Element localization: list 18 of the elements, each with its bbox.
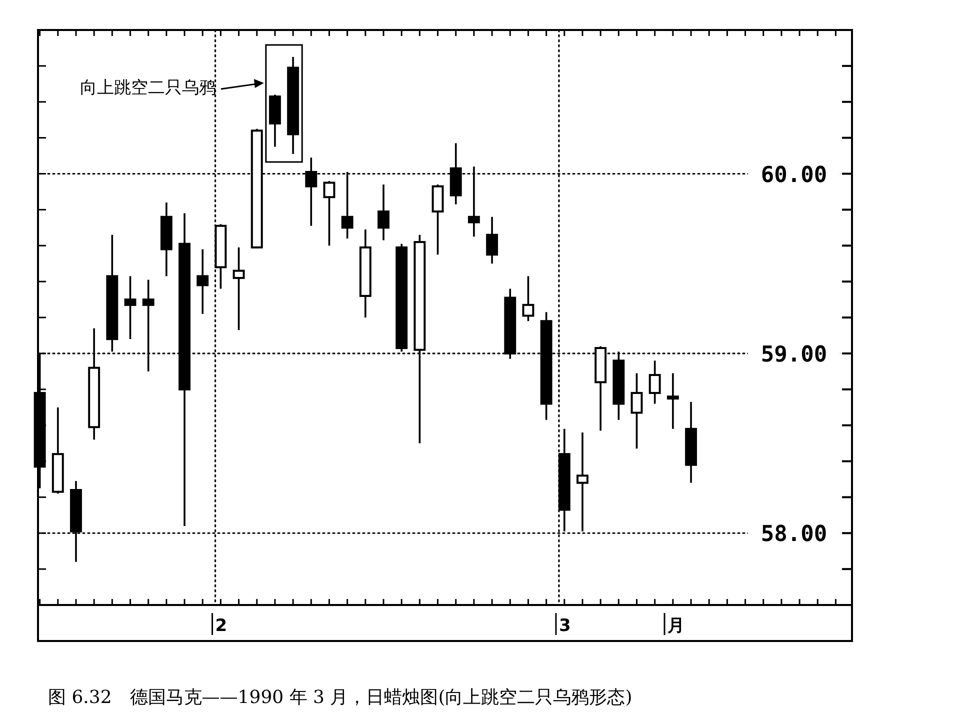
x-tick-label: 月: [666, 616, 684, 636]
text: 图 6.32 德国马克——1990 年 3 月，日蜡烛图(向上跳空二只乌鸦形态): [48, 687, 632, 708]
candlestick: [378, 184, 390, 242]
candlestick: [630, 372, 643, 450]
candlestick: [196, 248, 209, 315]
candlestick: [232, 246, 245, 331]
x-tick-label: 3: [558, 616, 571, 636]
candlestick: [124, 275, 136, 340]
candlestick: [666, 372, 679, 430]
y-tick-label: 58.00: [760, 522, 828, 548]
candlestick: [648, 360, 661, 405]
x-tick-label: 2: [215, 616, 228, 636]
candlestick: [486, 216, 498, 264]
candlestick: [323, 180, 336, 247]
candlestick: [522, 275, 534, 322]
y-tick-label: 59.00: [760, 342, 828, 368]
y-tick-label: 60.00: [760, 162, 828, 188]
annotation: 向上跳空二只乌鸦: [80, 78, 216, 98]
